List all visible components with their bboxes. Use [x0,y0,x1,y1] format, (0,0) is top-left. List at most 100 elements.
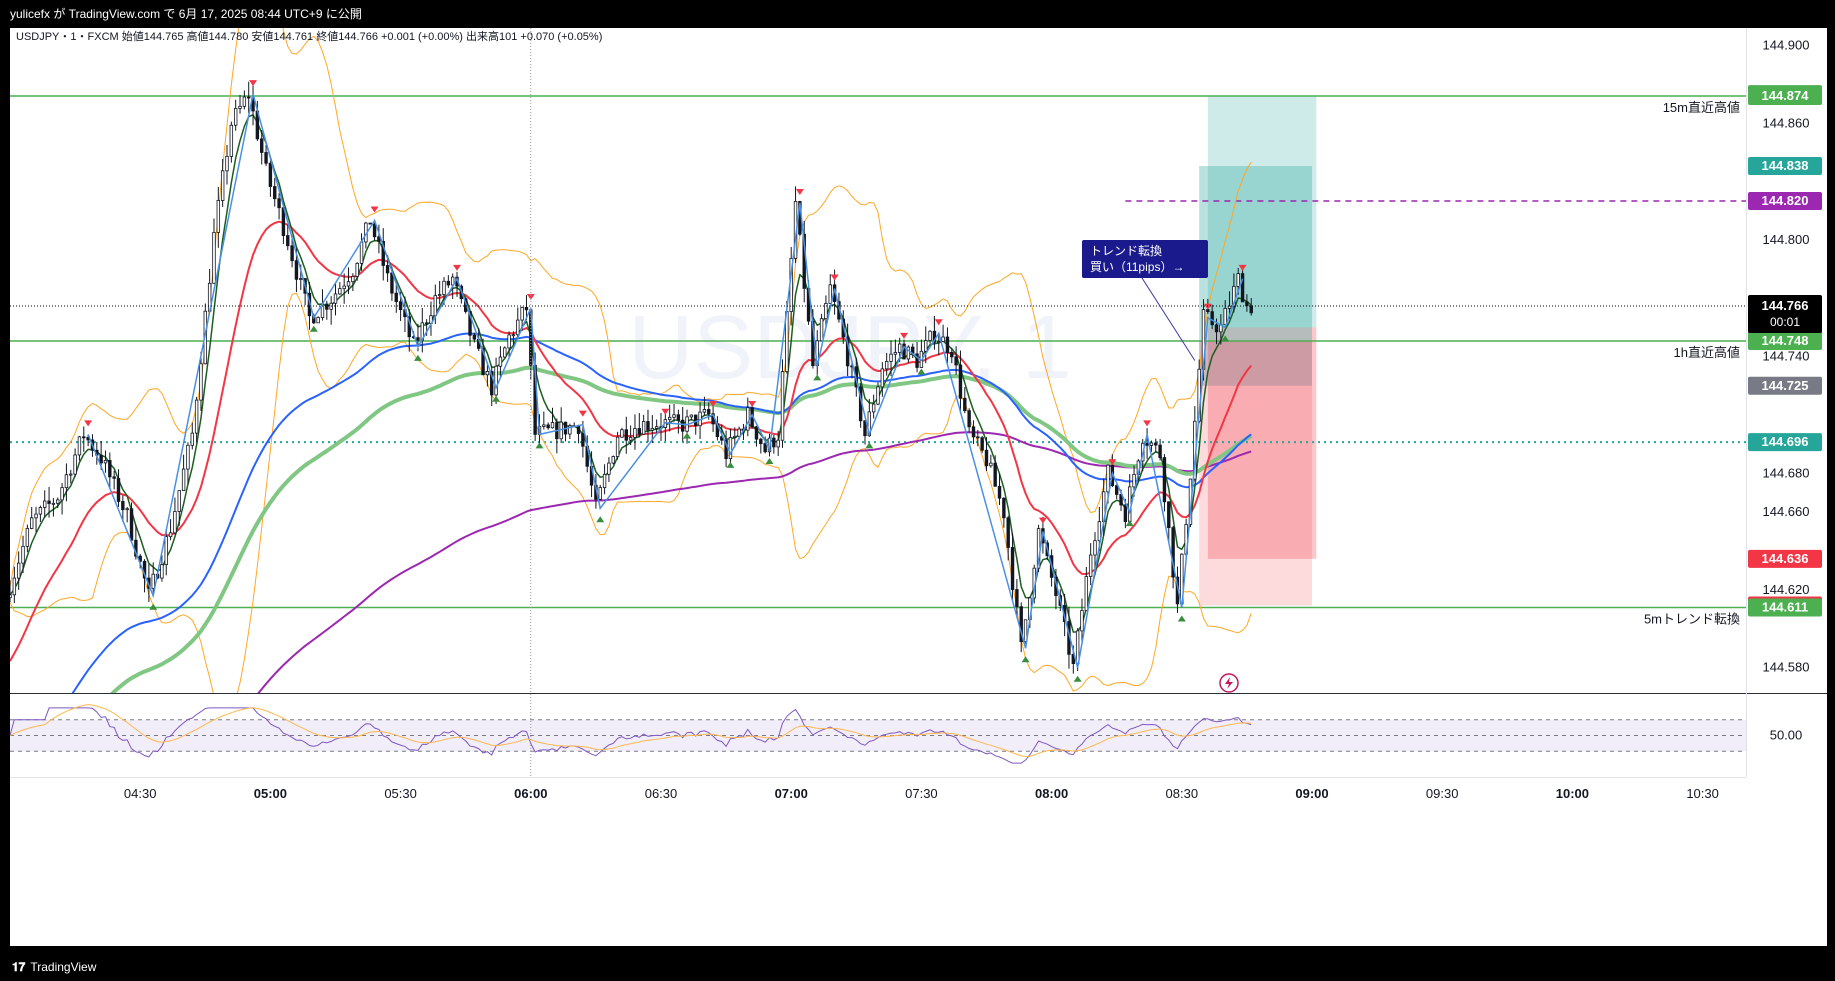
candle-body [220,170,225,201]
candle-body [129,508,134,541]
candle-body [194,399,199,434]
swing-low-marker [1073,675,1082,682]
candle-body [772,437,776,448]
candle-body [680,419,685,432]
rsi-pane: 50.00 [10,704,1803,764]
level-label: 5mトレンド転換 [1644,611,1740,626]
price-badge-text: 144.820 [1762,193,1809,208]
candle-body [937,341,941,343]
candle-body [125,508,129,511]
candle-body [368,222,372,225]
candle-body [1214,324,1219,333]
candle-body [915,353,919,368]
candle-body [351,276,355,283]
rsi-level-label: 50.00 [1770,728,1803,743]
position-tools[interactable] [1199,96,1317,606]
footer-logo-text: TradingView [30,960,97,974]
candle-body [654,426,659,429]
candle-body [1010,547,1015,590]
candle-body [25,527,30,547]
candle-body [173,511,177,534]
swing-high-marker [661,408,670,415]
candle-body [503,347,507,358]
swing-low-marker [683,432,692,439]
price-badges: 144.875144.838144.755144.725144.636144.6… [1748,85,1822,617]
candle-body [346,281,351,287]
tradingview-logo-icon: 𝟏𝟕 [12,960,26,974]
candle-body [958,364,963,399]
candle-body [863,420,867,437]
candle-body [598,487,602,500]
candle-body [689,414,694,418]
swing-low-marker [726,461,735,468]
candle-body [34,513,38,519]
symbol-watermark: USDJPY, 1 [628,298,1072,398]
chart-svg[interactable]: USDJPY, 1 15m直近高値 1h直近高値 5mトレンド転換 トレンド転換 買… [10,28,1827,946]
candle-body [676,414,681,421]
price-badge-text: 144.838 [1762,158,1809,173]
lightning-icon[interactable] [1219,673,1239,693]
candle-body [602,473,607,489]
candle-body [446,280,451,286]
callout-line1: トレンド転換 [1090,244,1162,258]
candle-body [993,462,997,487]
time-tick-label: 10:30 [1686,786,1719,801]
swing-low-marker [149,603,158,610]
swing-high-marker [900,332,909,339]
candle-body [468,311,472,336]
candle-body [1245,301,1249,307]
candle-body [43,500,47,508]
candle-body [1171,527,1175,578]
price-axis[interactable]: 144.900 144.860 144.800 144.740 144.680 144.6… [1763,38,1810,675]
swing-low-marker [813,374,822,381]
price-badge-text: 144.611 [1762,599,1808,614]
time-tick-label: 07:30 [905,786,938,801]
candle-body [568,425,572,435]
candle-body [1080,610,1084,632]
candle-body [984,449,989,467]
time-axis[interactable]: 04:30 05:00 05:30 06:00 06:30 07:00 07:30 08:00… [124,28,1719,801]
candle-body [507,334,511,349]
candle-body [60,487,64,501]
swing-high-marker [1203,303,1212,310]
swing-low-marker [1221,335,1230,342]
horizontal-levels[interactable]: 15m直近高値 1h直近高値 5mトレンド転換 [10,95,1746,626]
candle-body [481,347,485,376]
candle-body [1158,444,1162,458]
candle-body [1167,501,1171,529]
time-tick-label: 05:00 [254,786,287,801]
candle-body [290,245,294,262]
candle-body [1015,589,1019,608]
candle-body [38,507,43,515]
candle-body [251,97,255,112]
current-price-text: 144.766 [1762,298,1809,313]
candle-body [828,284,832,304]
candle-body [1149,442,1154,446]
candle-body [963,397,967,412]
position-profit-zone [1207,96,1317,328]
candle-body [737,428,741,437]
candle-body [989,462,993,467]
candle-body [216,200,221,233]
candle-body [1240,273,1245,303]
candle-body [108,459,112,478]
candle-body [607,462,611,475]
candle-body [581,433,585,447]
candle-body [286,235,290,247]
trend-reversal-callout[interactable]: トレンド転換 買い（11pips）→ [1081,239,1208,361]
candle-body [746,407,750,431]
candle-body [1093,540,1097,556]
swing-high-marker [370,206,379,213]
candle-body [1023,619,1028,643]
candle-body [941,336,945,342]
candle-body [299,278,303,280]
candle-body [242,96,247,107]
callout-box[interactable] [1081,239,1208,278]
swing-high-marker [709,400,718,407]
chart-panel[interactable]: USDJPY, 1 15m直近高値 1h直近高値 5mトレンド転換 トレンド転換 買… [10,28,1827,946]
position-loss-zone [1207,327,1317,559]
candle-body [1132,473,1136,488]
rsi-line [10,707,1252,764]
candle-body [112,476,116,479]
ma-200 [257,431,1252,693]
